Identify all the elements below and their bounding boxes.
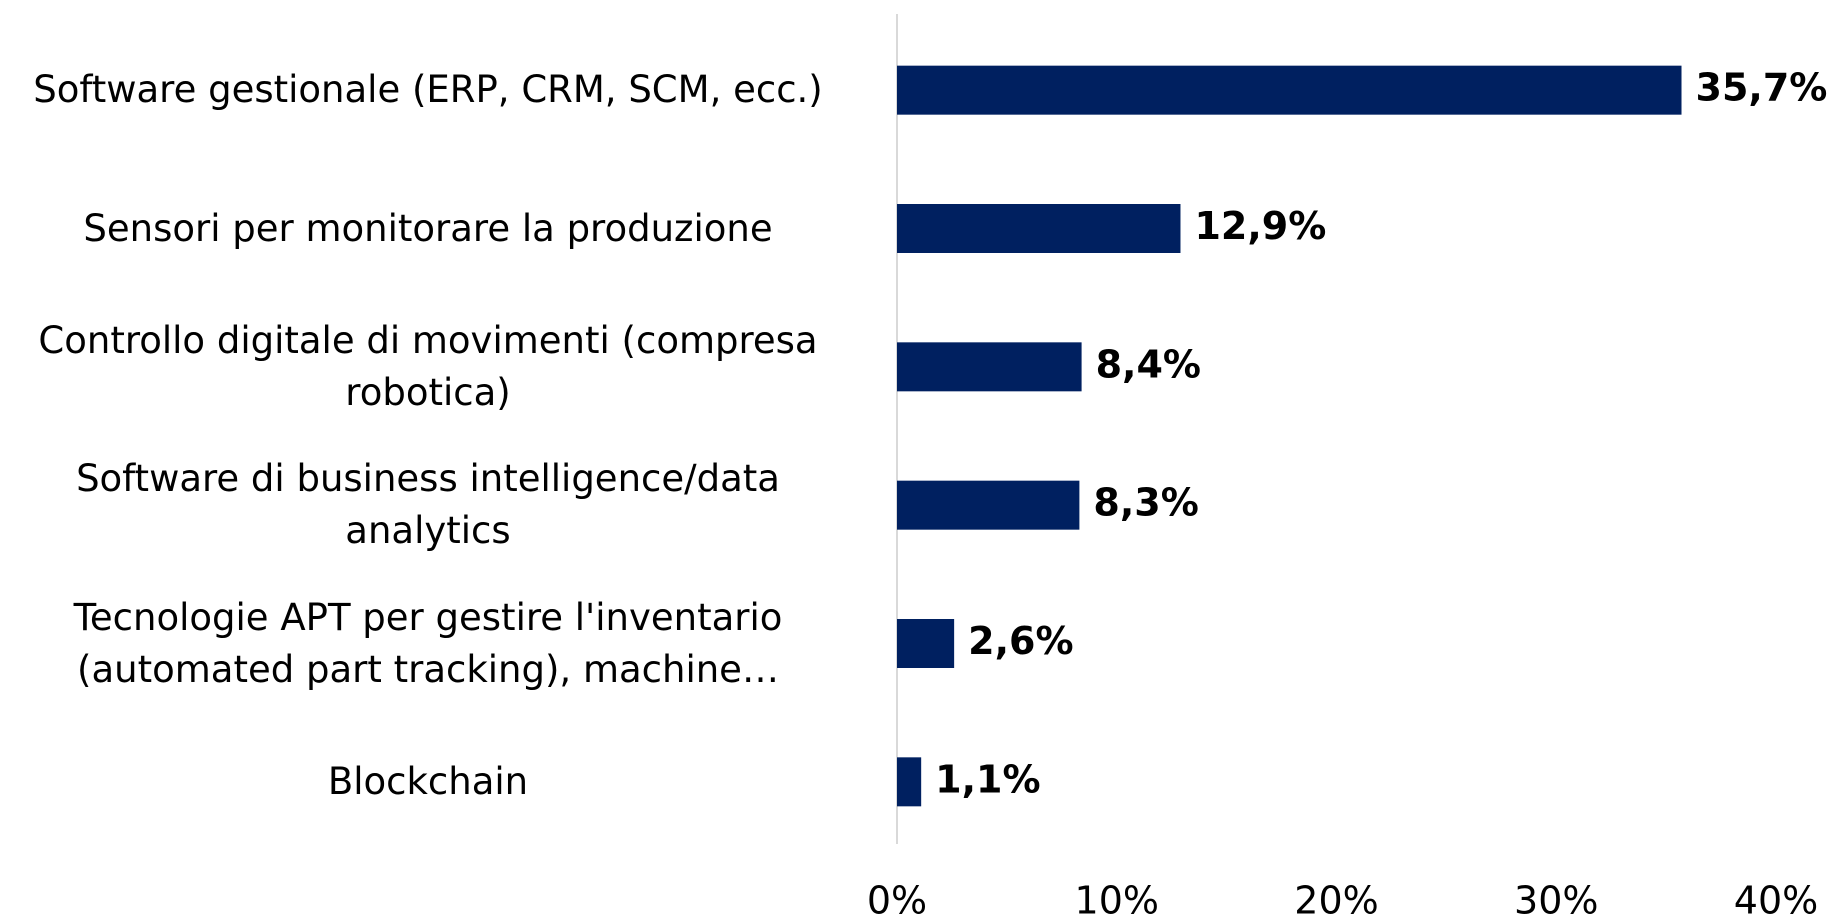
value-label: 1,1%: [935, 757, 1040, 801]
value-label: 12,9%: [1194, 204, 1326, 248]
x-tick-label: 10%: [1075, 879, 1159, 920]
bar: [897, 619, 955, 668]
category-label: Software gestionale (ERP, CRM, SCM, ecc.…: [33, 68, 823, 112]
category-label: Software di business intelligence/data a…: [76, 457, 780, 553]
bar: [897, 65, 1682, 115]
category-label: Controllo digitale di movimenti (compres…: [38, 318, 818, 414]
bar: [897, 342, 1082, 392]
value-label: 2,6%: [968, 619, 1073, 663]
value-label: 8,3%: [1093, 481, 1198, 525]
bar: [897, 480, 1080, 530]
x-tick-label: 0%: [867, 879, 927, 920]
category-label: Blockchain: [327, 759, 529, 803]
bar: [897, 757, 922, 807]
x-tick-label: 20%: [1294, 879, 1378, 920]
x-tick-label: 30%: [1514, 879, 1598, 920]
value-label: 8,4%: [1096, 342, 1201, 386]
bar: [897, 204, 1181, 253]
value-label: 35,7%: [1696, 66, 1828, 110]
category-label: Sensori per monitorare la produzione: [83, 206, 773, 250]
x-tick-label: 40%: [1734, 879, 1818, 920]
category-label: Tecnologie APT per gestire l'inventario …: [73, 595, 783, 691]
